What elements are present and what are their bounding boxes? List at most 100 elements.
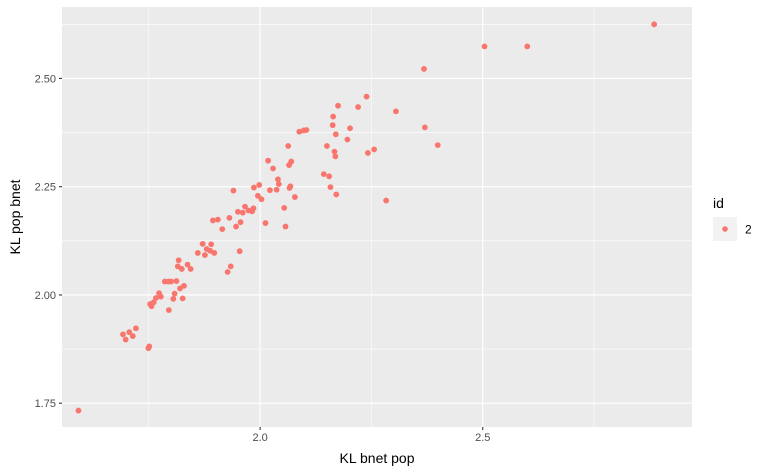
data-point [421,66,427,72]
y-tick-label: 1.75 [35,398,56,410]
data-point [208,241,215,248]
data-point [324,143,330,149]
y-axis: 1.75 2.00 2.25 2.50 [35,73,62,410]
data-point [267,187,273,194]
data-point [250,184,257,191]
data-point [194,250,201,256]
data-point [275,181,282,187]
y-tick-label: 2.50 [35,73,56,85]
data-point [265,157,272,164]
data-point [219,226,226,233]
data-point [364,150,371,156]
data-point [326,173,333,180]
data-point [126,329,133,336]
data-point [281,205,288,211]
data-point [273,186,280,193]
data-point [224,269,231,275]
data-point [230,187,237,194]
data-point [227,263,234,270]
x-axis-title: KL bnet pop [340,450,415,466]
data-point [187,266,194,272]
data-point [233,223,239,230]
data-point [202,252,208,258]
data-point [168,278,174,285]
minor-gridlines [62,7,692,427]
major-gridlines [62,7,692,427]
y-tick-label: 2.00 [35,290,56,302]
data-point [327,184,334,191]
data-point [255,192,261,199]
x-tick-label: 2.0 [252,432,267,444]
data-point [383,197,390,204]
data-point [211,250,218,256]
data-point [153,295,159,301]
legend-label: 2 [745,223,752,237]
data-point [75,407,82,414]
data-point [331,148,338,155]
data-point [250,205,257,212]
data-point [234,208,241,215]
data-point [288,158,295,165]
data-point [236,248,243,255]
data-point [320,171,327,178]
data-point [332,153,339,160]
data-point [256,182,263,188]
data-point [421,124,428,131]
legend-key-dot [722,226,728,232]
data-point [332,131,339,138]
data-point [175,257,182,264]
data-point [651,21,658,28]
data-point [282,223,289,230]
data-point [363,93,370,100]
y-tick-label: 2.25 [35,182,56,194]
data-point [344,136,351,143]
x-tick-label: 2.5 [475,432,490,444]
data-point [303,127,310,133]
data-point [184,261,191,268]
data-point [150,299,157,306]
data-point [335,102,341,109]
data-points [75,21,658,414]
data-point [133,325,139,332]
data-point [157,293,164,300]
x-axis: 2.0 2.5 [252,427,490,444]
data-point [178,266,185,272]
data-point [171,290,178,297]
data-point [199,240,206,247]
data-point [329,122,336,129]
data-point [296,128,303,135]
data-point [146,343,153,350]
data-point [242,203,248,210]
data-point [258,196,265,203]
data-point [330,113,337,120]
data-point [275,176,281,183]
data-point [524,43,531,50]
data-point [170,295,177,302]
legend: id 2 [713,195,752,241]
data-point [287,183,294,190]
data-point [481,43,488,50]
data-point [122,336,129,343]
data-point [333,191,340,198]
data-point [129,333,136,339]
data-point [173,278,180,284]
data-point [226,214,233,221]
data-point [165,307,172,313]
data-point [291,194,298,200]
data-point [434,142,441,149]
data-point [179,295,186,302]
data-point [355,104,361,110]
data-point [285,143,292,149]
data-point [371,146,378,153]
data-point [237,219,244,226]
data-point [210,217,216,224]
data-point [393,108,399,115]
data-point [120,331,126,338]
data-point [214,216,221,223]
data-point [181,282,187,289]
data-point [239,209,246,216]
data-point [262,220,269,226]
data-point [347,125,353,132]
y-axis-title: KL pop bnet [7,179,23,254]
